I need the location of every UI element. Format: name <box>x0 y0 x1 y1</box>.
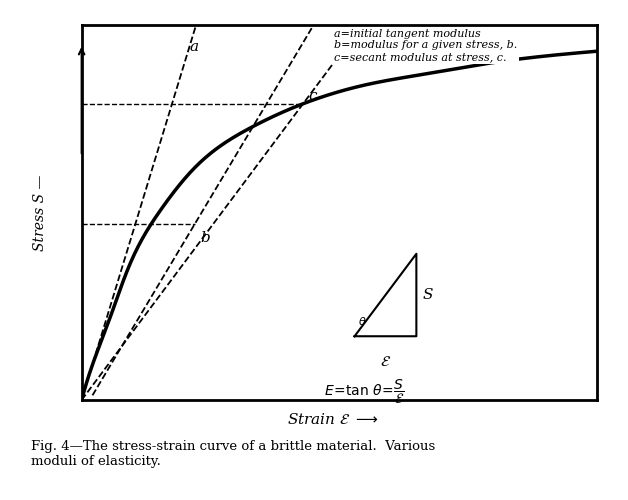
Text: $E\!=\!\tan\,\theta\!=\!\dfrac{S}{\mathcal{E}}$: $E\!=\!\tan\,\theta\!=\!\dfrac{S}{\mathc… <box>323 378 404 406</box>
Text: S: S <box>423 288 433 302</box>
Text: c: c <box>308 89 317 103</box>
Text: a=initial tangent modulus
b=modulus for a given stress, b.
c=secant modulus at s: a=initial tangent modulus b=modulus for … <box>334 28 517 62</box>
Text: $\mathcal{E}$: $\mathcal{E}$ <box>380 355 391 369</box>
Text: $\theta$: $\theta$ <box>358 315 367 327</box>
Text: b: b <box>200 232 210 245</box>
Text: Fig. 4—The stress-strain curve of a brittle material.  Various
moduli of elastic: Fig. 4—The stress-strain curve of a brit… <box>31 440 436 468</box>
Text: Strain $\mathcal{E}$ $\longrightarrow$: Strain $\mathcal{E}$ $\longrightarrow$ <box>287 412 379 428</box>
Text: Stress S —: Stress S — <box>33 174 48 250</box>
Text: a: a <box>190 40 199 54</box>
